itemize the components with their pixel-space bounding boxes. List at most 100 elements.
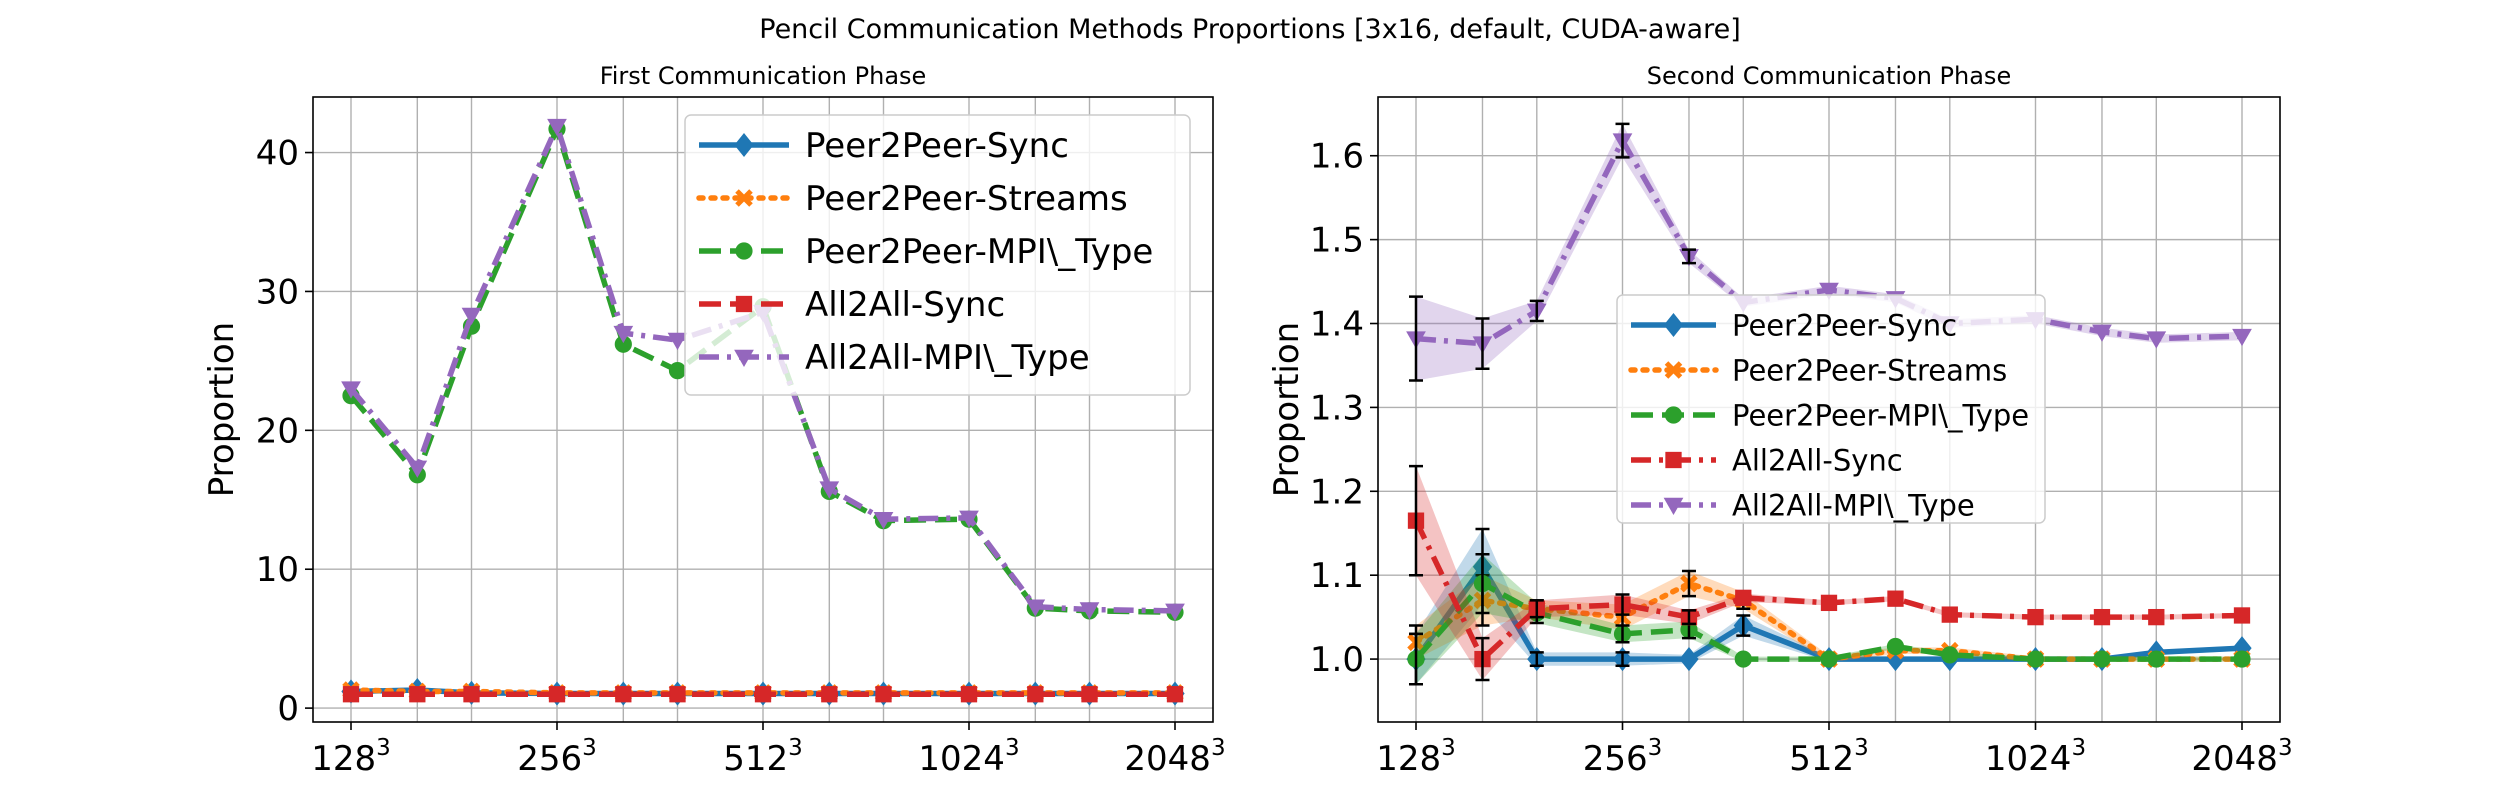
- legend-label: All2All-Sync: [805, 285, 1005, 325]
- data-point: [461, 307, 482, 326]
- second-phase-panel: 1.0 1.1 1.2 1.3 1.4 1.5 1.6 1283 2563 5123 10243 20…: [1267, 62, 2293, 779]
- data-point: [667, 332, 688, 351]
- x-tick-label: 20483: [1124, 735, 1225, 779]
- y-tick-label: 1.4: [1310, 305, 1364, 345]
- legend-marker: [735, 295, 753, 313]
- data-point: [873, 511, 894, 530]
- error-bar: [1681, 248, 1696, 265]
- data-point: [754, 686, 772, 703]
- data-point: [819, 481, 840, 499]
- data-point: [2092, 324, 2112, 342]
- data-point: [1166, 686, 1184, 703]
- data-point: [2027, 608, 2044, 626]
- y-tick-label: 30: [256, 272, 299, 312]
- y-tick-label: 1.0: [1310, 640, 1364, 680]
- legend-item-peer2peer-mpi-type: Peer2Peer-MPI\_Type: [699, 232, 1153, 272]
- y-axis-label: Proportion: [1267, 322, 1307, 497]
- y-tick-label: 10: [256, 550, 299, 590]
- legend-marker: [735, 242, 753, 260]
- error-bar: [1615, 593, 1630, 616]
- legend-item-peer2peer-sync: Peer2Peer-Sync: [699, 126, 1069, 166]
- first-phase-legend: Peer2Peer-Sync Peer2Peer-Streams Peer2Peer…: [684, 114, 1191, 396]
- x-tick-label: 10243: [918, 735, 1019, 779]
- second-phase-title: Second Communication Phase: [1647, 62, 2011, 90]
- data-point: [1887, 590, 1904, 607]
- error-bar: [1615, 624, 1630, 644]
- y-tick-label: 1.5: [1310, 221, 1364, 261]
- legend-marker: [734, 132, 754, 158]
- error-bar: [1529, 299, 1544, 323]
- error-bar: [1736, 614, 1751, 637]
- legend-item-peer2peer-mpi-type: Peer2Peer-MPI\_Type: [1631, 398, 2029, 432]
- confidence-band: [1416, 466, 2242, 681]
- legend-marker: [1664, 406, 1683, 424]
- legend-marker: [734, 349, 754, 368]
- x-tick-label: 20483: [2191, 735, 2292, 779]
- legend-label: All2All-MPI\_Type: [805, 338, 1090, 378]
- first-phase-title: First Communication Phase: [600, 62, 927, 90]
- series-all2all-sync: [1407, 464, 2251, 682]
- x-tick-label: 5123: [723, 735, 803, 779]
- data-point: [2093, 650, 2111, 668]
- data-point: [1679, 647, 1699, 672]
- error-bar: [1475, 552, 1490, 615]
- data-point: [821, 686, 838, 703]
- data-point: [2233, 607, 2251, 624]
- confidence-band: [1416, 570, 2242, 663]
- y-tick-label: 1.2: [1310, 472, 1364, 512]
- data-point: [2232, 328, 2252, 347]
- data-point: [669, 686, 686, 703]
- data-point: [1027, 686, 1044, 703]
- error-bar: [1475, 317, 1490, 371]
- data-point: [959, 510, 979, 528]
- data-point: [1819, 282, 1839, 300]
- data-point: [463, 686, 480, 703]
- data-point: [548, 686, 566, 703]
- data-point: [1941, 606, 1958, 623]
- legend-marker: [735, 189, 753, 207]
- y-tick-label: 20: [256, 411, 299, 451]
- data-point: [1941, 646, 1959, 664]
- x-tick-label: 2563: [1583, 735, 1663, 779]
- y-axis-label: Proportion: [202, 322, 242, 497]
- legend-item-all2all-mpi-type: All2All-MPI\_Type: [699, 338, 1090, 378]
- data-point: [1734, 650, 1752, 668]
- x-tick-label: 5123: [1789, 735, 1869, 779]
- error-bar: [1615, 122, 1630, 159]
- data-point: [2026, 650, 2045, 668]
- data-point: [615, 686, 632, 703]
- series-all2all-sync: [342, 686, 1184, 703]
- legend-item-peer2peer-streams: Peer2Peer-Streams: [696, 179, 1128, 219]
- data-point: [409, 686, 426, 703]
- data-point: [613, 325, 634, 344]
- second-phase-legend: Peer2Peer-Sync Peer2Peer-Streams Peer2Peer…: [1616, 294, 2046, 524]
- legend-marker: [1664, 361, 1683, 379]
- y-tick-label: 40: [256, 134, 299, 174]
- legend-label: Peer2Peer-Streams: [1732, 353, 2007, 387]
- data-point: [2233, 650, 2251, 668]
- data-point: [342, 686, 360, 703]
- data-point: [1025, 599, 1046, 617]
- legend-item-peer2peer-streams: Peer2Peer-Streams: [1628, 353, 2007, 387]
- legend-label: Peer2Peer-Sync: [1732, 308, 1957, 342]
- error-bar: [1409, 464, 1423, 577]
- error-bar: [1681, 609, 1696, 626]
- error-bar: [1475, 636, 1490, 682]
- legend-frame: [1616, 294, 2046, 524]
- y-tick-label: 0: [277, 689, 299, 729]
- figure-suptitle: Pencil Communication Methods Proportions…: [759, 14, 1741, 45]
- legend-marker: [1665, 451, 1682, 469]
- data-point: [547, 118, 567, 137]
- error-bar: [1529, 599, 1544, 619]
- data-point: [668, 362, 687, 380]
- error-bar: [1615, 651, 1630, 668]
- data-point: [1079, 602, 1100, 620]
- legend-label: Peer2Peer-MPI\_Type: [805, 232, 1153, 272]
- legend-item-all2all-sync: All2All-Sync: [699, 285, 1005, 325]
- data-point: [1820, 594, 1838, 612]
- legend-marker: [1663, 497, 1684, 516]
- data-point: [1165, 603, 1185, 621]
- legend-item-peer2peer-sync: Peer2Peer-Sync: [1631, 308, 1957, 342]
- error-bar: [1529, 651, 1544, 668]
